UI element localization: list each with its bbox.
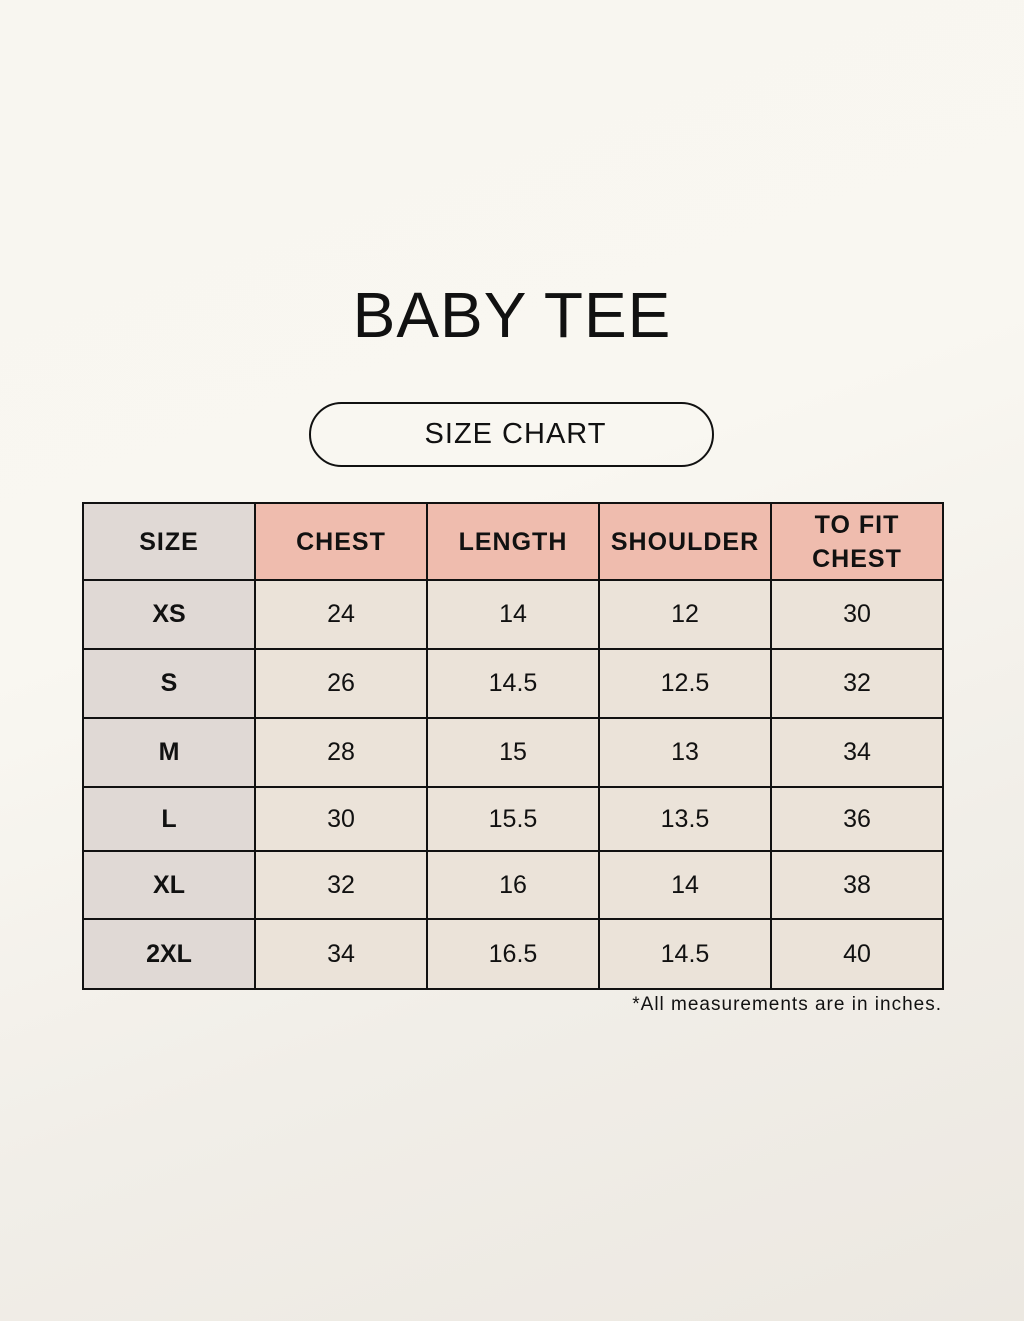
cell-length: 15 [426, 717, 600, 788]
table-row: XS 24 14 12 30 [82, 579, 944, 650]
header-to-fit-chest: TO FIT CHEST [770, 502, 944, 581]
cell-size: XL [82, 850, 256, 920]
table-row: XL 32 16 14 38 [82, 850, 944, 920]
cell-to-fit-chest: 30 [770, 579, 944, 650]
cell-size: 2XL [82, 918, 256, 990]
cell-size: L [82, 786, 256, 852]
cell-chest: 26 [254, 648, 428, 719]
measurement-note: *All measurements are in inches. [632, 994, 942, 1015]
cell-to-fit-chest: 38 [770, 850, 944, 920]
cell-size: S [82, 648, 256, 719]
cell-shoulder: 12.5 [598, 648, 772, 719]
cell-chest: 28 [254, 717, 428, 788]
cell-length: 16 [426, 850, 600, 920]
cell-shoulder: 12 [598, 579, 772, 650]
table-row: 2XL 34 16.5 14.5 40 [82, 918, 944, 990]
cell-length: 14 [426, 579, 600, 650]
cell-chest: 30 [254, 786, 428, 852]
cell-length: 15.5 [426, 786, 600, 852]
header-chest: CHEST [254, 502, 428, 581]
cell-chest: 34 [254, 918, 428, 990]
cell-to-fit-chest: 36 [770, 786, 944, 852]
cell-shoulder: 14.5 [598, 918, 772, 990]
table-row: L 30 15.5 13.5 36 [82, 786, 944, 852]
header-length: LENGTH [426, 502, 600, 581]
cell-to-fit-chest: 34 [770, 717, 944, 788]
cell-shoulder: 14 [598, 850, 772, 920]
table-header-row: SIZE CHEST LENGTH SHOULDER TO FIT CHEST [82, 502, 944, 581]
cell-chest: 24 [254, 579, 428, 650]
cell-size: XS [82, 579, 256, 650]
cell-length: 16.5 [426, 918, 600, 990]
size-chart-label: SIZE CHART [309, 402, 714, 467]
size-chart-table: SIZE CHEST LENGTH SHOULDER TO FIT CHEST … [82, 502, 944, 990]
table-row: M 28 15 13 34 [82, 717, 944, 788]
cell-chest: 32 [254, 850, 428, 920]
cell-length: 14.5 [426, 648, 600, 719]
cell-to-fit-chest: 40 [770, 918, 944, 990]
cell-to-fit-chest: 32 [770, 648, 944, 719]
header-shoulder: SHOULDER [598, 502, 772, 581]
table-row: S 26 14.5 12.5 32 [82, 648, 944, 719]
cell-shoulder: 13.5 [598, 786, 772, 852]
cell-shoulder: 13 [598, 717, 772, 788]
header-size: SIZE [82, 502, 256, 581]
page-title: BABY TEE [352, 279, 672, 351]
cell-size: M [82, 717, 256, 788]
